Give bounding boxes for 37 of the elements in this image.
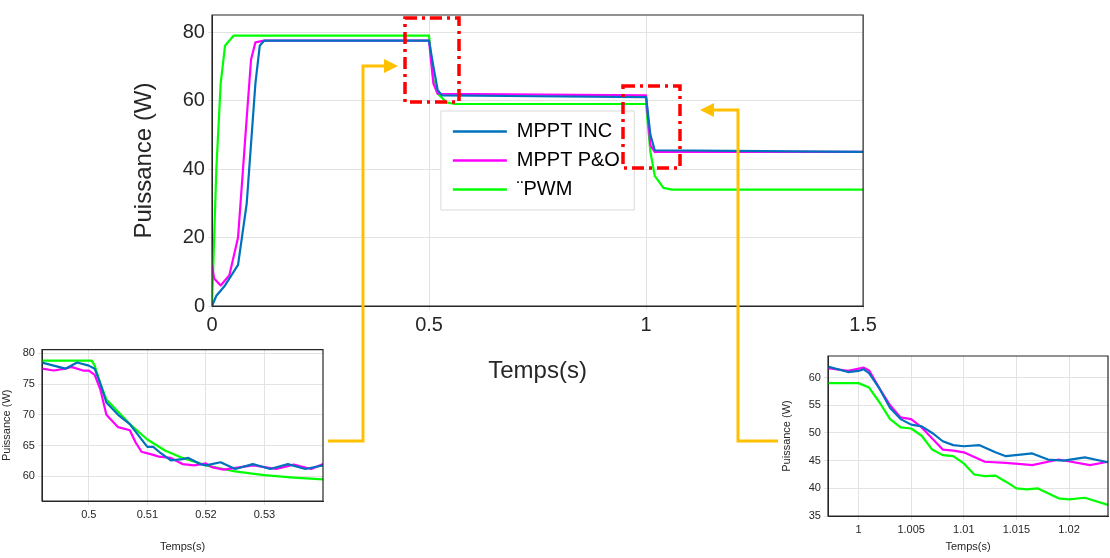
x-tick-label: 0.53 [253,507,276,520]
y-tick-label: 20 [182,225,205,248]
y-tick-label: 40 [182,156,205,179]
x-tick-label: 1.005 [897,522,925,535]
y-axis-title: Puissance (W) [779,400,792,472]
x-tick-label: 1.5 [849,312,877,335]
y-axis-title: Puissance (W) [129,82,157,239]
y-tick-label: 60 [808,370,821,383]
x-axis-title: Temps(s) [159,540,206,553]
y-tick-label: 40 [808,481,821,494]
y-tick-label: 0 [193,293,205,316]
x-tick-label: 1.01 [953,522,975,535]
y-tick-label: 70 [22,407,35,420]
y-tick-label: 65 [22,438,35,451]
x-axis-title: Temps(s) [945,540,991,553]
x-tick-label: 1.02 [1058,522,1080,535]
x-tick-label: 0.51 [136,507,159,520]
x-tick-label: 0.5 [81,507,97,520]
x-tick-label: 0.5 [415,312,443,335]
y-tick-label: 45 [808,453,821,466]
legend-label: MPPT P&O [516,148,620,171]
y-tick-label: 60 [182,88,205,111]
x-axis-title: Temps(s) [488,356,587,384]
x-tick-label: 0.52 [195,507,217,520]
y-axis-title: Puissance (W) [0,389,12,462]
y-tick-label: 75 [22,377,35,390]
legend-label: MPPT INC [516,119,613,142]
y-tick-label: 80 [22,346,35,359]
legend-label: ¨PWM [516,177,573,200]
x-tick-label: 1 [855,522,862,535]
x-tick-label: 1 [640,312,652,335]
y-tick-label: 80 [182,19,205,42]
x-tick-label: 1.015 [1002,522,1031,535]
y-tick-label: 60 [22,469,35,482]
y-tick-label: 35 [808,509,821,522]
y-tick-label: 55 [808,398,821,411]
y-tick-label: 50 [808,425,821,438]
